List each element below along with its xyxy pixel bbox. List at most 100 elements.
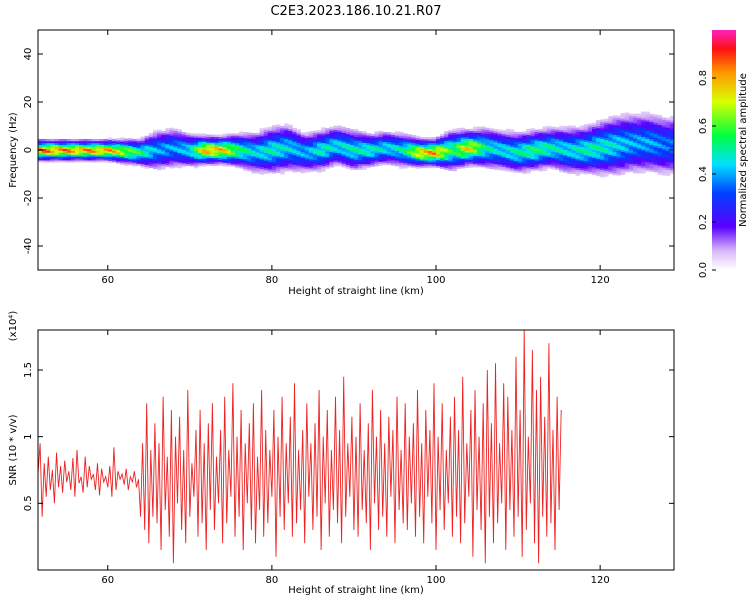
heatmap-cell-2642 [604,153,609,156]
heatmap-cell-1388 [358,154,363,157]
heatmap-cell-1595 [403,137,408,140]
heatmap-cell-2535 [587,140,593,144]
heatmap-cell-313 [140,163,146,166]
heatmap-cell-1351 [349,144,355,147]
heatmap-cell-717 [230,144,236,148]
heatmap-cell-315 [140,159,146,162]
heatmap-cell-2118 [513,143,519,146]
heatmap-cell-673 [222,164,228,167]
heatmap-cell-301 [136,157,141,160]
heatmap-cell-199 [103,146,109,149]
heatmap-cell-2041 [501,164,507,168]
heatmap-cell-2587 [596,145,601,148]
heatmap-cell-1050 [292,149,297,152]
heatmap-cell-2006 [493,150,498,153]
heatmap-cell-2106 [513,166,519,169]
heatmap-cell-889 [263,129,269,132]
heatmap-cell-624 [206,134,211,137]
heatmap-cell-457 [169,141,174,144]
heatmap-cell-385 [156,164,162,167]
heatmap-cell-374 [152,145,158,148]
heatmap-cell-883 [263,141,269,144]
heatmap-cell-2917 [641,153,646,157]
heatmap-cell-3040 [657,155,663,158]
heatmap-cell-484 [173,128,178,132]
heatmap-cell-15 [42,154,47,157]
heatmap-cell-2540 [587,131,593,134]
heatmap-cell-2875 [632,115,638,118]
heatmap-cell-1382 [358,165,363,168]
heatmap-cell-2567 [591,130,597,133]
heatmap-cell-1220 [325,153,330,156]
heatmap-cell-621 [206,140,211,143]
heatmap-cell-2525 [587,159,593,163]
heatmap-cell-2365 [559,131,564,134]
heatmap-cell-3100 [665,158,671,161]
heatmap-cell-543 [189,158,195,161]
heatmap-cell-2087 [509,160,515,163]
heatmap-cell-950 [275,151,281,154]
heatmap-cell-2764 [620,151,626,154]
heatmap-cell-1274 [333,127,338,130]
heatmap-cell-305 [136,149,141,153]
heatmap-cell-1428 [366,152,371,155]
heatmap-cell-1808 [452,130,457,133]
heatmap-cell-2060 [505,169,511,172]
heatmap-cell-2271 [542,139,548,143]
heatmap-cell-727 [234,160,240,163]
heatmap-cell-894 [267,165,273,168]
heatmap-cell-1014 [284,123,289,126]
heatmap-cell-1880 [468,149,474,153]
heatmap-cell-1691 [427,146,433,149]
heatmap-cell-2158 [522,148,527,151]
heatmap-cell-2952 [645,146,650,149]
heatmap-cell-1236 [329,161,334,164]
heatmap-cell-1246 [329,142,334,145]
heatmap-cell-383 [156,167,162,171]
heatmap-cell-1648 [415,135,420,139]
heatmap-cell-516 [181,143,187,146]
heatmap-cell-1644 [415,143,420,146]
heatmap-cell-616 [206,150,211,153]
heatmap-cell-2658 [604,122,609,125]
heatmap-cell-2167 [522,131,527,134]
heatmap-cell-2183 [526,142,531,145]
heatmap-cell-384 [156,166,162,169]
heatmap-cell-1996 [489,128,494,131]
heatmap-cell-2414 [567,131,572,134]
heatmap-cell-2970 [645,111,650,114]
heatmap-cell-1895 [472,159,478,162]
heatmap-cell-1459 [374,158,379,161]
heatmap-cell-1505 [382,137,388,141]
heatmap-cell-2989 [649,134,654,138]
heatmap-cell-512 [181,151,187,154]
heatmap-cell-526 [185,157,191,161]
heatmap-cell-2057 [501,133,507,137]
heatmap-cell-3073 [661,152,667,155]
heatmap-cell-1346 [349,154,355,157]
heatmap-cell-1157 [312,149,318,153]
heatmap-cell-2486 [579,137,585,140]
heatmap-cell-1481 [378,149,384,153]
heatmap-cell-658 [218,161,224,164]
heatmap-cell-2533 [587,144,593,147]
heatmap-cell-2801 [624,139,630,142]
heatmap-cell-2813 [624,116,630,119]
heatmap-cell-361 [148,134,154,138]
heatmap-cell-2677 [608,141,613,144]
heatmap-cell-637 [210,140,215,143]
heatmap-cell-2863 [632,138,638,141]
heatmap-cell-2541 [587,129,593,132]
heatmap-cell-1720 [436,151,441,155]
heatmap-cell-1724 [436,144,441,147]
heatmap-cell-979 [280,145,285,148]
heatmap-cell-247 [120,152,125,156]
heatmap-cell-2808 [624,125,630,129]
heatmap-cell-1779 [448,145,453,148]
heatmap-cell-1331 [345,141,351,144]
heatmap-cell-2590 [596,139,601,142]
heatmap-cell-1853 [464,163,470,166]
heatmap-cell-44 [50,144,55,148]
heatmap-cell-552 [189,140,195,144]
heatmap-cell-3127 [669,162,674,165]
